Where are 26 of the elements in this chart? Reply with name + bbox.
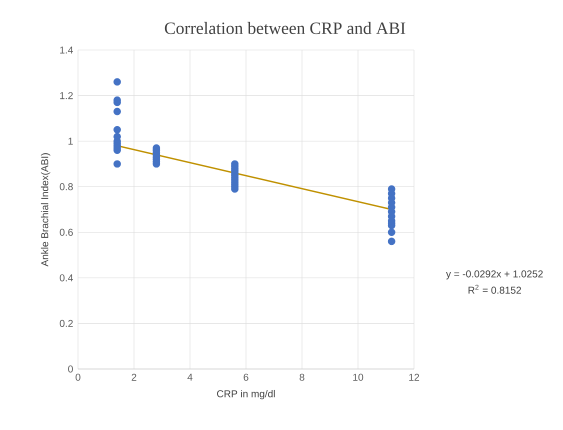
x-tick-label: 6 <box>244 374 248 381</box>
y-tick-label: 0.8 <box>60 183 73 190</box>
y-tick-label: 0.6 <box>60 228 73 236</box>
y-tick-label: 1 <box>68 138 73 145</box>
chart-title: Correlation between CRP and ABI <box>164 22 406 34</box>
x-tick-label: 4 <box>187 374 192 381</box>
x-tick-label: 8 <box>300 374 304 381</box>
x-tick-label: 2 <box>132 374 136 381</box>
point <box>113 78 121 86</box>
point <box>113 160 121 168</box>
text: R$^{2}$ = 0.8152 <box>468 284 522 294</box>
y-tick-label: 0.4 <box>60 274 74 282</box>
point <box>388 238 396 246</box>
y-tick-label: 1.4 <box>60 46 74 54</box>
y-tick-label: 0.2 <box>60 320 73 327</box>
y-tick-label: 1.2 <box>60 92 73 100</box>
point <box>113 126 121 134</box>
point <box>388 228 396 236</box>
y-axis-title: Ankle Brachial Index(ABI) <box>40 153 50 266</box>
x-tick-label: 12 <box>409 374 420 381</box>
point <box>113 108 121 116</box>
x-tick-label: 0 <box>76 374 80 381</box>
x-axis-title: CRP in mg/dl <box>217 390 275 400</box>
text: y = -0.0292x + 1.0252 <box>446 270 543 280</box>
y-tick-label: 0 <box>68 365 73 373</box>
x-tick-label: 10 <box>353 374 364 381</box>
